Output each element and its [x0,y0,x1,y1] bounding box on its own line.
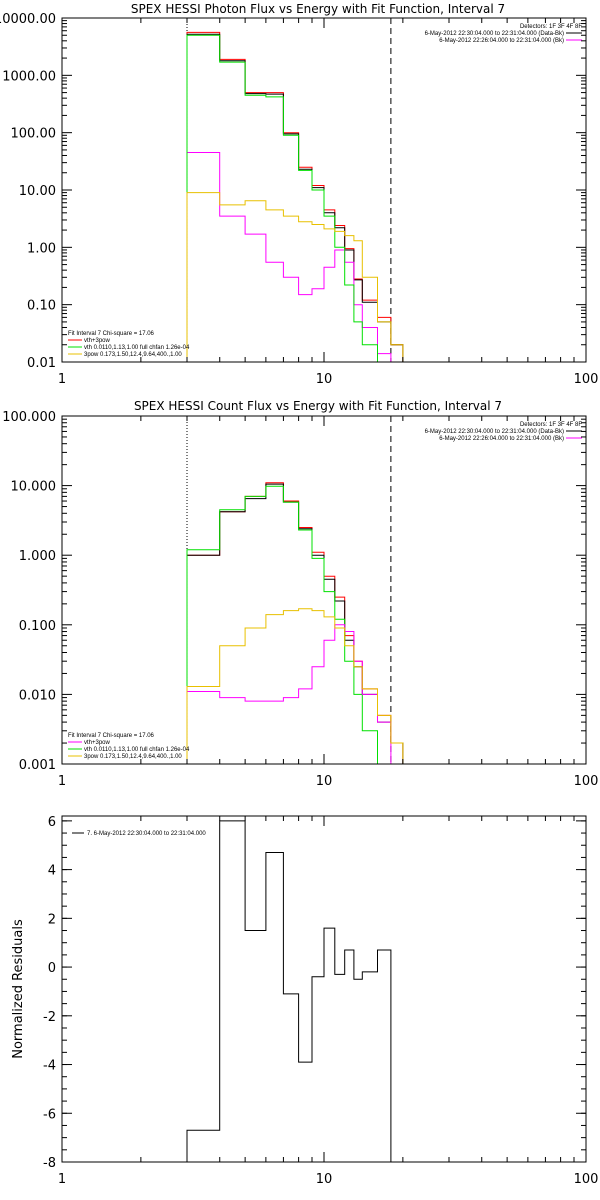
photon-flux-panel: SPEX HESSI Photon Flux vs Energy with Fi… [0,2,599,387]
y-tick-label: 10000.00 [0,12,56,27]
y-tick-label: -4 [43,1059,56,1074]
residuals-panel: 1 10 100 6 4 2 0 -2 -4 -6 -8 Normalized Residuals 7.… [11,815,599,1187]
legend-entry: 7. 6-May-2012 22:30:04.000 to 22:31:04.0… [87,831,206,837]
series-vth [186,485,404,764]
x-tick-label: 100 [574,1172,599,1187]
series-bk [186,33,404,362]
y-tick-label: 0.01 [27,356,56,371]
legend-entry: vth 0.0110,1.13,1.00 full chfan 1.26e-04 [84,345,190,351]
x-tick-label: 1 [58,1172,66,1187]
header-line: 6-May-2012 22:26:04.000 to 22:31:04.000 … [439,38,564,44]
x-tick-label: 10 [316,372,333,387]
header-line: 6-May-2012 22:30:04.000 to 22:31:04.000 … [425,429,564,435]
y-tick-label: 4 [48,864,56,879]
x-tick-label: 10 [316,774,333,789]
y-tick-label: 6 [48,815,56,830]
y-tick-label: 1.000 [19,549,56,564]
legend-entry: vth+3pow [84,338,111,344]
y-tick-label: 0.001 [19,758,56,773]
y-tick-label: -2 [43,1010,56,1025]
detectors-label: Detectors: 1F 3F 4F 8F [520,422,582,428]
legend-entry: vth 0.0110,1.13,1.00 full chfan 1.26e-04 [84,747,190,753]
legend-entry: Fit Interval 7 Chi-square = 17.06 [68,331,155,337]
series-pow [186,608,404,764]
detectors-label: Detectors: 1F 3F 4F 8F [520,24,582,30]
x-tick-label: 1 [58,774,66,789]
x-tick-label: 100 [574,774,599,789]
legend-entry: Fit Interval 7 Chi-square = 17.06 [68,733,155,739]
y-tick-label: 2 [48,912,56,927]
y-tick-label: 10.000 [11,480,57,495]
series-fit [186,152,404,362]
series-data [186,31,404,362]
y-tick-label: -6 [43,1107,56,1122]
legend-entry: 3pow 0.173,1.50,12.4,9.64,400.,1.00 [84,754,182,760]
y-tick-label: 0.100 [19,619,56,634]
series-vth [186,34,404,362]
y-axis-label: Normalized Residuals [11,919,26,1059]
y-tick-label: 1.00 [27,241,56,256]
series-resid [186,820,392,1162]
legend-entry: 3pow 0.173,1.50,12.4,9.64,400.,1.00 [84,352,182,358]
y-tick-label: 1000.00 [2,69,56,84]
count-flux-panel: SPEX HESSI Count Flux vs Energy with Fit… [2,399,599,789]
y-tick-label: 0.010 [19,688,56,703]
y-tick-label: 0 [48,961,56,976]
legend-entry: vth+3pow [84,740,111,746]
header-line: 6-May-2012 22:30:04.000 to 22:31:04.000 … [425,31,564,37]
header-line: 6-May-2012 22:26:04.000 to 22:31:04.000 … [439,436,564,442]
chart-title: SPEX HESSI Photon Flux vs Energy with Fi… [131,2,505,16]
y-tick-label: 100.000 [2,410,56,425]
series-pow [186,192,404,362]
x-tick-label: 1 [58,372,66,387]
plot-frame [61,815,587,1163]
y-tick-label: -8 [43,1156,56,1171]
y-tick-label: 10.00 [19,184,56,199]
x-tick-label: 100 [574,372,599,387]
x-tick-label: 10 [316,1172,333,1187]
y-tick-label: 100.00 [11,127,57,142]
chart-title: SPEX HESSI Count Flux vs Energy with Fit… [134,399,502,413]
y-tick-label: 0.10 [27,299,56,314]
